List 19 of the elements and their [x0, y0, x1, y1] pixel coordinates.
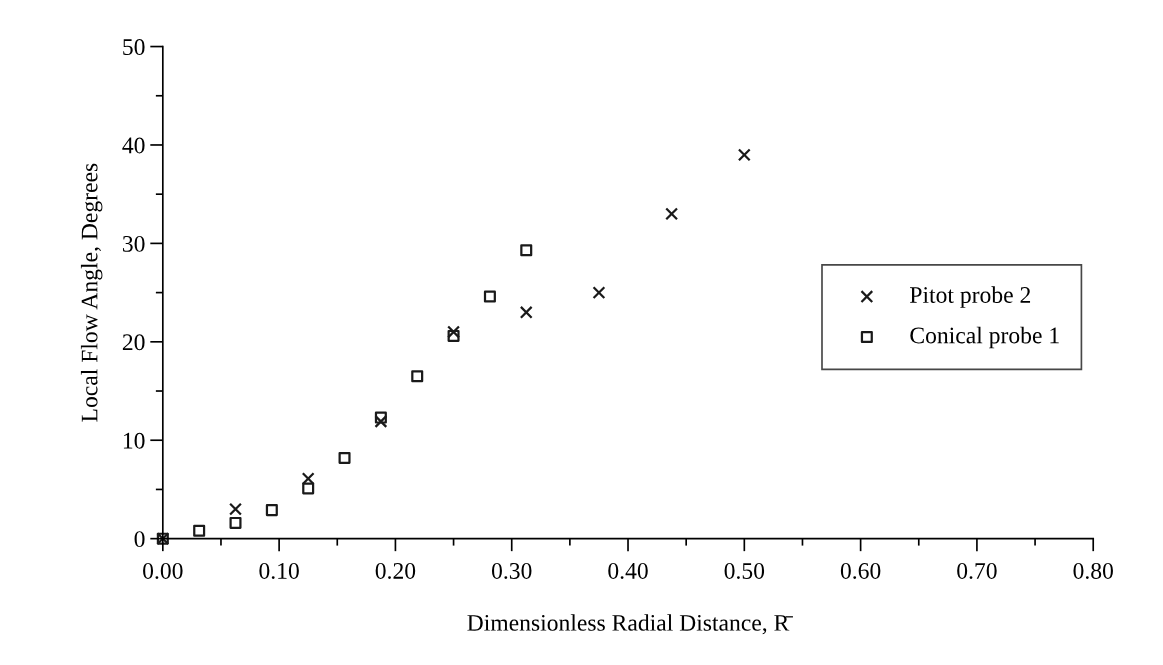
- x-tick-label: 0.80: [1073, 562, 1113, 579]
- legend-label: Pitot probe 2: [910, 286, 1031, 308]
- x-tick-label: 0.30: [491, 562, 532, 579]
- x-tick-label: 0.20: [375, 562, 416, 579]
- x-tick-label: 0.60: [840, 562, 881, 579]
- y-tick-label: 20: [122, 334, 145, 351]
- y-tick-label: 10: [123, 432, 145, 449]
- x-tick-label: 0.40: [608, 562, 648, 579]
- y-tick-label: 40: [122, 137, 145, 154]
- y-tick-label: 50: [123, 39, 145, 55]
- x-tick-label: 0.00: [143, 562, 183, 579]
- x-axis-title: Dimensionless Radial Distance, R̄: [467, 614, 793, 635]
- y-axis-title: Local Flow Angle, Degrees: [80, 163, 103, 422]
- y-tick-label: 30: [122, 235, 145, 252]
- y-tick-label: 0: [134, 531, 145, 548]
- x-tick-label: 0.10: [259, 562, 299, 579]
- x-tick-label: 0.70: [957, 562, 997, 579]
- legend-label: Conical probe 1: [910, 326, 1059, 349]
- x-tick-label: 0.50: [724, 562, 765, 579]
